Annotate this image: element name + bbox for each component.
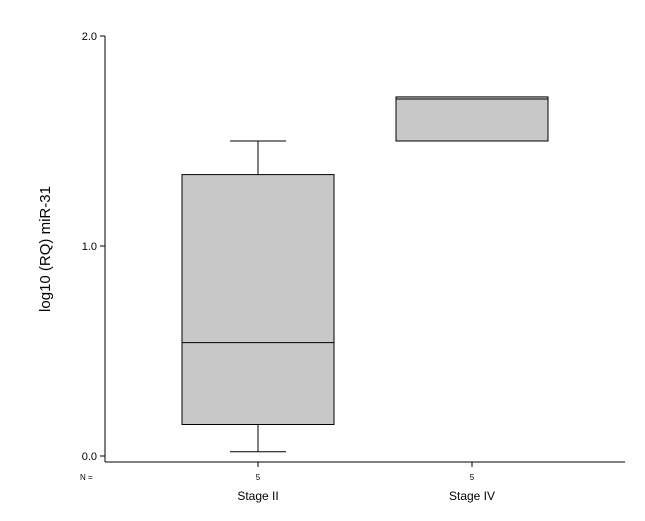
n-value: 5: [256, 473, 261, 482]
iqr-box: [395, 96, 549, 142]
iqr-box: [181, 174, 335, 425]
y-axis-label: log10 (RQ) miR-31: [37, 186, 54, 312]
category-label: Stage II: [237, 489, 278, 503]
n-label: N =: [80, 473, 93, 482]
y-tick-label: 0.0: [82, 451, 97, 463]
category-label: Stage IV: [449, 489, 495, 503]
boxes-layer: [181, 96, 549, 453]
box-2: [395, 96, 549, 142]
n-value: 5: [470, 473, 475, 482]
y-tick-label: 2.0: [82, 31, 97, 43]
x-axis-ticks: 5 Stage II 5 Stage IV: [237, 462, 495, 503]
y-axis-ticks: 0.0 1.0 2.0: [82, 31, 105, 463]
y-tick-label: 1.0: [82, 241, 97, 253]
box-1: [181, 140, 335, 453]
